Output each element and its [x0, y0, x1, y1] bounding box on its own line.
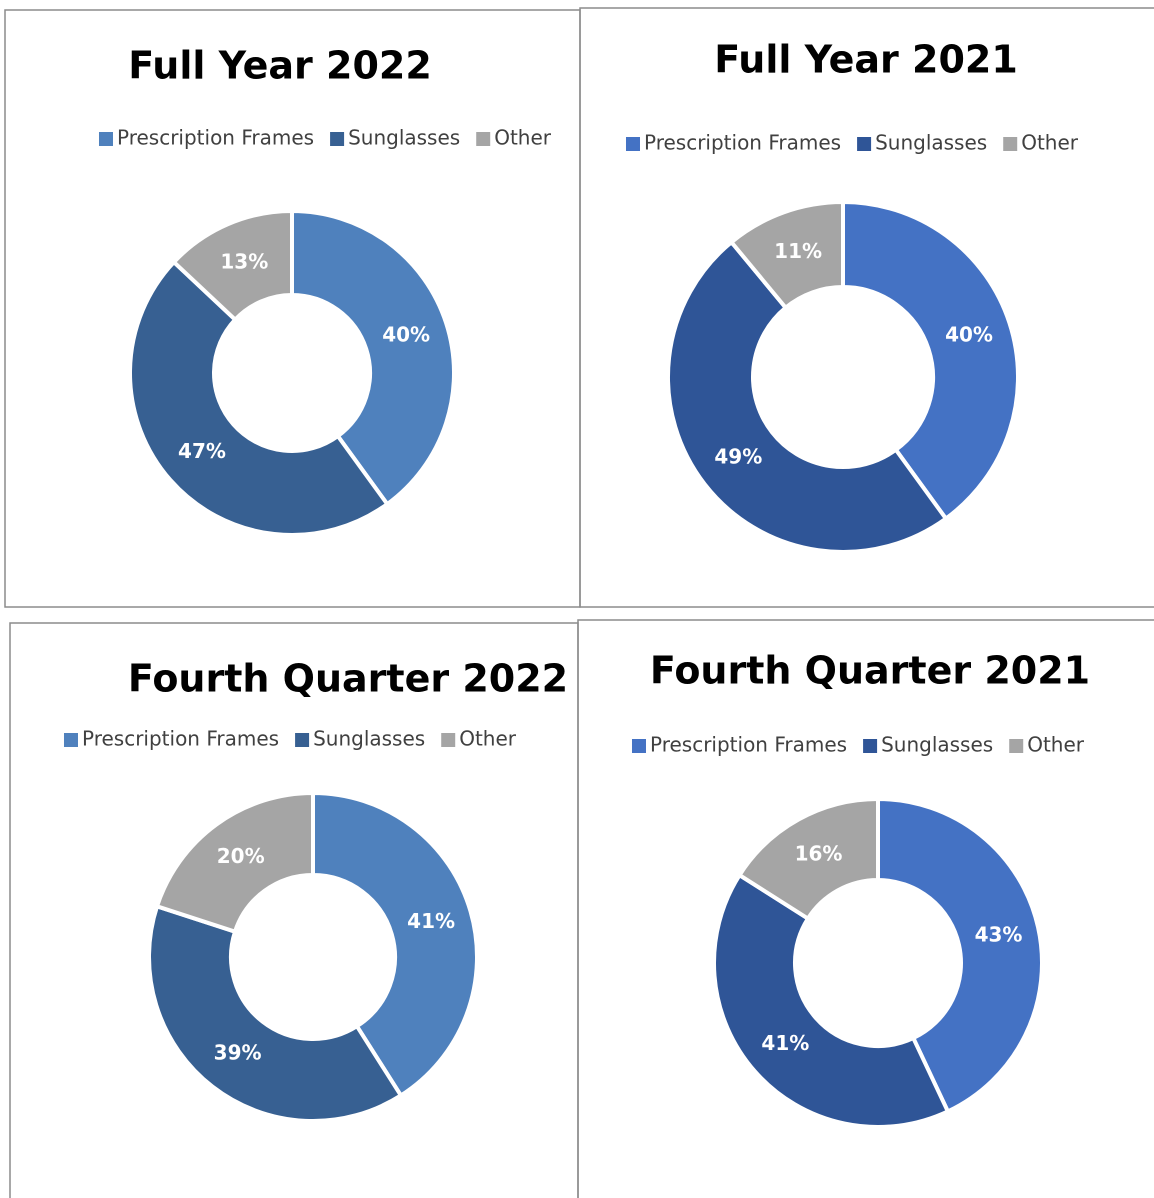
data-label: 13% — [220, 249, 268, 273]
data-label: 41% — [761, 1031, 809, 1055]
legend-label: Prescription Frames — [644, 131, 841, 155]
legend-label: Sunglasses — [881, 733, 993, 757]
legend-swatch — [863, 739, 878, 753]
legend-swatch — [330, 132, 345, 146]
legend-label: Other — [1027, 733, 1085, 757]
chart-title: Fourth Quarter 2022 — [128, 657, 568, 701]
legend-swatch — [1009, 739, 1024, 753]
data-label: 20% — [217, 844, 265, 868]
chart-title: Full Year 2022 — [128, 44, 432, 88]
legend-swatch — [631, 739, 646, 753]
donut-slice — [311, 790, 479, 1099]
legend-label: Sunglasses — [875, 131, 987, 155]
donut-slice — [841, 199, 1020, 522]
donut-slice — [290, 208, 456, 507]
legend-swatch — [625, 137, 640, 151]
panel — [577, 619, 1154, 1198]
donut-slice — [876, 796, 1044, 1115]
donut-slice — [147, 903, 404, 1123]
donut-slice — [666, 239, 949, 554]
legend-label: Sunglasses — [348, 126, 460, 150]
donut-slice — [736, 796, 880, 922]
legend-swatch — [63, 733, 78, 747]
legend-swatch — [1003, 137, 1018, 151]
data-label: 40% — [382, 322, 430, 346]
data-label: 11% — [774, 239, 822, 263]
data-label: 41% — [407, 909, 455, 933]
data-label: 43% — [975, 923, 1023, 947]
legend-swatch — [295, 733, 310, 747]
chart-title: Fourth Quarter 2021 — [650, 649, 1090, 693]
legend-label: Prescription Frames — [117, 126, 314, 150]
legend-label: Prescription Frames — [650, 733, 847, 757]
legend-swatch — [441, 733, 456, 747]
legend-label: Sunglasses — [313, 727, 425, 751]
data-label: 47% — [178, 439, 226, 463]
legend-label: Other — [459, 727, 517, 751]
donut-slice — [128, 259, 391, 537]
legend-label: Other — [494, 126, 552, 150]
donut-slice — [171, 208, 294, 323]
panel — [579, 7, 1154, 608]
legend-label: Prescription Frames — [82, 727, 279, 751]
data-label: 39% — [214, 1041, 262, 1065]
donut-slice — [154, 790, 315, 935]
legend-swatch — [98, 132, 113, 146]
data-label: 40% — [945, 323, 993, 347]
legend-swatch — [857, 137, 872, 151]
legend-swatch — [476, 132, 491, 146]
legend-label: Other — [1021, 131, 1079, 155]
data-label: 16% — [795, 841, 843, 865]
donut-slice — [712, 872, 951, 1129]
data-label: 49% — [714, 445, 762, 469]
donut-slice — [728, 199, 845, 311]
chart-title: Full Year 2021 — [714, 38, 1018, 82]
